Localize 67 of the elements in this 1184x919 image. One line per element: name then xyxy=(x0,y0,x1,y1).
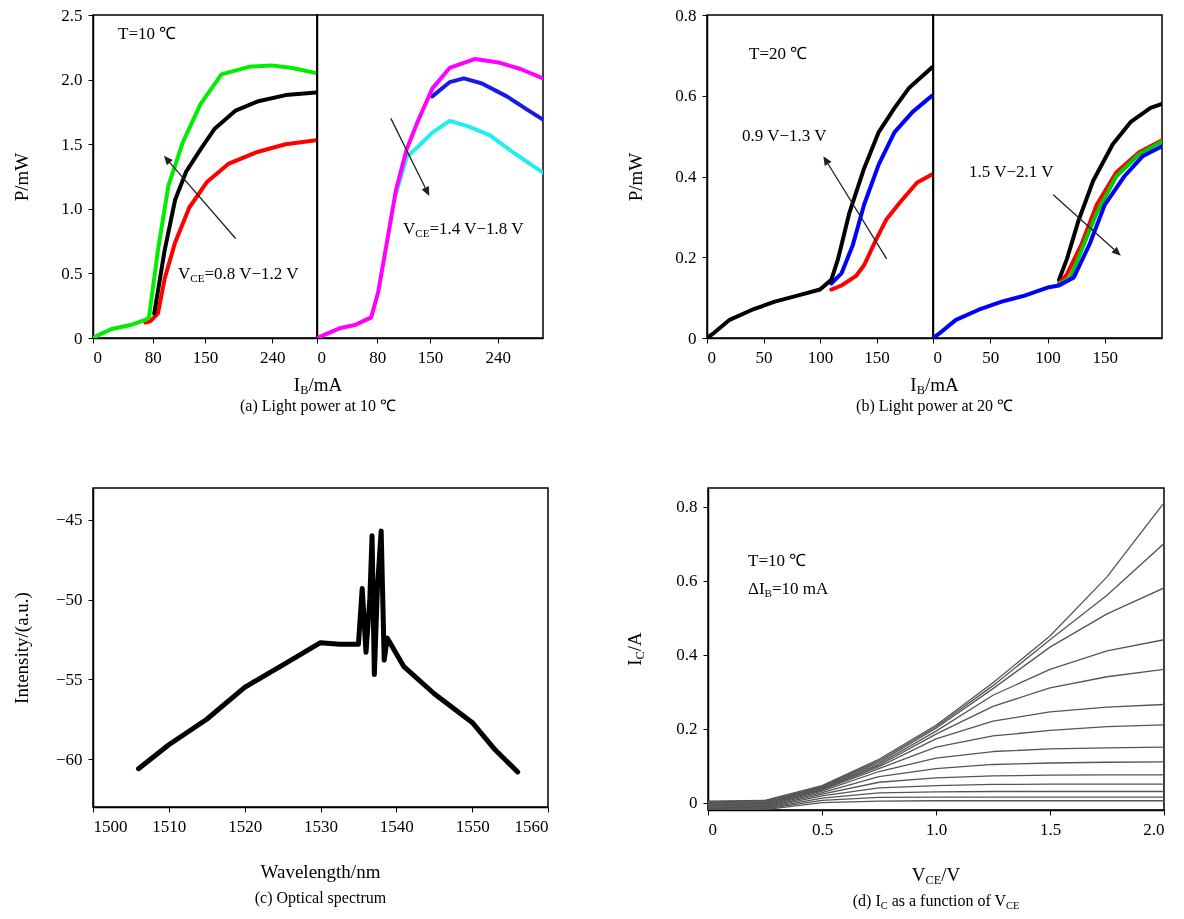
x-tick-label: 240 xyxy=(485,347,512,367)
x-tick-label: 1530 xyxy=(304,816,338,836)
x-tick-label: 1.5 xyxy=(1039,819,1062,839)
x-tick-label: 150 xyxy=(192,347,219,367)
y-tick-label: 0.2 xyxy=(675,247,697,267)
x-tick-label: 1500 xyxy=(93,816,128,836)
x-axis-title: V$_{CE}$/V xyxy=(911,864,961,888)
y-axis-title: P/mW xyxy=(10,152,32,201)
x-tick-label: 0 xyxy=(707,347,716,367)
text: (c) Optical spectrum xyxy=(254,889,387,906)
y-tick-label: 0.6 xyxy=(676,571,698,591)
y-tick-label: 2.5 xyxy=(61,5,83,25)
y-tick-label: 0.4 xyxy=(675,167,697,186)
x-tick-label: 240 xyxy=(259,347,286,367)
x-tick-label: 100 xyxy=(1035,347,1061,367)
x-tick-label: 1550 xyxy=(455,816,490,836)
annotation: V$_{CE}$=1.4 V−1.8 V xyxy=(403,219,524,239)
y-tick-label: 1.5 xyxy=(61,134,83,154)
y-tick-label: −50 xyxy=(55,590,83,610)
y-tick-label: 0.5 xyxy=(61,263,83,283)
x-axis-title: Wavelength/nm xyxy=(260,861,381,882)
annotation: V$_{CE}$=0.8 V−1.2 V xyxy=(178,264,299,284)
y-tick-label: −55 xyxy=(55,669,83,689)
y-tick-label: 0.6 xyxy=(675,86,697,106)
annotation: T=20 ℃ xyxy=(749,44,808,63)
annotation: ΔI$_{B}$=10 mA xyxy=(748,579,829,599)
x-tick-label: 2.0 xyxy=(1143,819,1165,839)
y-tick-label: 1.0 xyxy=(61,199,83,219)
y-axis-title: P/mW xyxy=(624,152,646,201)
x-axis-title: I$_{B}$/mA xyxy=(910,374,959,398)
text: (d) I$_{C}$ as a function of V$_{CE}$ xyxy=(852,892,1020,911)
text: (b) Light power at 20 ℃ xyxy=(856,397,1013,414)
annotation: 1.5 V−2.1 V xyxy=(969,162,1054,181)
y-tick-label: −45 xyxy=(55,510,83,530)
x-tick-label: 0 xyxy=(93,347,102,367)
x-tick-label: 150 xyxy=(417,347,444,367)
x-tick-label: 1540 xyxy=(379,816,414,836)
x-tick-label: 0 xyxy=(933,347,942,367)
x-tick-label: 50 xyxy=(755,347,773,367)
x-tick-label: 0 xyxy=(708,819,717,839)
annotation: 0.9 V−1.3 V xyxy=(742,126,827,145)
y-axis-title: Intensity/(a.u.) xyxy=(10,591,32,704)
x-tick-label: 80 xyxy=(369,347,387,367)
x-tick-label: 1510 xyxy=(152,816,187,836)
x-axis-title: I$_{B}$/mA xyxy=(293,374,343,398)
y-tick-label: 0 xyxy=(74,328,83,348)
annotation: T=10 ℃ xyxy=(748,551,807,570)
y-tick-label: 0 xyxy=(688,328,697,348)
x-tick-label: 80 xyxy=(144,347,162,367)
y-tick-label: 2.0 xyxy=(61,70,83,90)
text: (a) Light power at 10 ℃ xyxy=(240,397,396,414)
x-tick-label: 1520 xyxy=(228,816,263,836)
x-tick-label: 150 xyxy=(864,347,890,367)
y-tick-label: 0.8 xyxy=(676,497,698,517)
annotation: T=10 ℃ xyxy=(118,24,177,43)
x-tick-label: 0.5 xyxy=(811,819,834,839)
x-tick-label: 1.0 xyxy=(925,819,948,839)
y-tick-label: 0.8 xyxy=(675,5,697,25)
x-tick-label: 150 xyxy=(1092,347,1118,367)
x-tick-label: 50 xyxy=(982,347,1000,367)
x-tick-label: 1560 xyxy=(514,816,549,836)
x-tick-label: 0 xyxy=(317,347,326,367)
y-tick-label: 0 xyxy=(689,793,698,813)
x-tick-label: 100 xyxy=(807,347,834,367)
y-tick-label: 0.4 xyxy=(676,645,698,665)
y-tick-label: 0.2 xyxy=(676,719,698,739)
y-tick-label: −60 xyxy=(55,749,83,769)
